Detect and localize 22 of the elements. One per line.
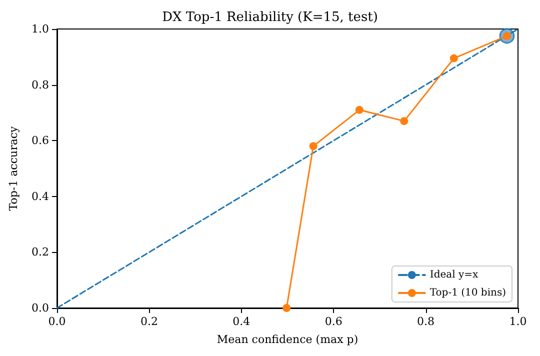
x-tick-label: 1.0 [509, 315, 527, 328]
x-tick-label: 0.6 [324, 315, 342, 328]
point [400, 117, 408, 126]
y-tick-label: 0.8 [32, 78, 49, 92]
x-tick-label: 0.4 [232, 315, 250, 328]
point [282, 304, 291, 312]
point [450, 54, 458, 62]
legend-label: Ideal y=x [430, 270, 479, 280]
y-tick-label: 0.0 [32, 302, 49, 314]
y-tick-label: 1.0 [32, 22, 49, 36]
x-axis-title: Mean confidence (max p) [216, 333, 358, 346]
y-tick-label: 0.6 [32, 134, 49, 148]
x-tick-label: 0.0 [48, 315, 66, 328]
x-tick-label: 0.2 [140, 315, 158, 328]
chart-title: DX Top-1 Reliability (K=15, test) [162, 10, 378, 25]
y-tick-label: 0.4 [32, 190, 49, 203]
y-tick-label: 0.2 [32, 246, 49, 259]
legend-label: Top-1 (10 bins) [430, 288, 506, 298]
y-axis-title: Top-1 accuracy [7, 125, 20, 211]
point [309, 142, 318, 150]
x-tick-label: 0.8 [417, 315, 435, 328]
point [355, 106, 364, 114]
